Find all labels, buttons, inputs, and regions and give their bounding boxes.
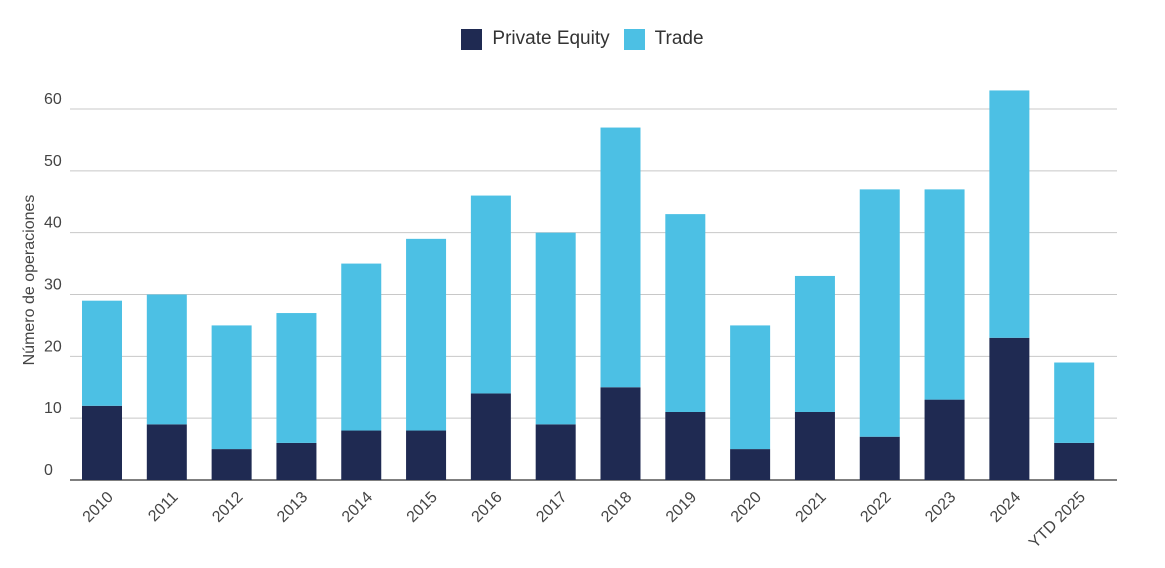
x-tick-label: 2015 bbox=[404, 489, 441, 526]
bar-private-equity bbox=[600, 387, 641, 480]
x-tick-label: 2016 bbox=[469, 489, 506, 526]
y-axis-label: Número de operaciones bbox=[21, 195, 38, 366]
x-tick-label: 2018 bbox=[598, 489, 635, 526]
bar-trade bbox=[82, 300, 122, 406]
bar-trade bbox=[276, 313, 317, 443]
x-tick-labels: 2010 2011 2012 2013 2014 2015 2016 2017 2018 2019… bbox=[80, 489, 1089, 552]
bar-trade bbox=[794, 275, 835, 412]
y-tick-labels: 0 10 20 30 40 50 60 bbox=[44, 91, 62, 479]
y-tick-label: 20 bbox=[44, 338, 62, 355]
bar-private-equity bbox=[665, 411, 706, 480]
bar-private-equity bbox=[341, 430, 382, 480]
bars bbox=[82, 90, 1095, 480]
bar-trade bbox=[211, 325, 252, 450]
bar-private-equity bbox=[470, 393, 511, 480]
legend: Private Equity Trade bbox=[0, 28, 1165, 50]
x-tick-label: 2023 bbox=[922, 489, 959, 526]
bar-trade bbox=[859, 189, 900, 437]
bar-private-equity bbox=[730, 449, 771, 480]
bar-trade bbox=[600, 127, 641, 388]
bar-trade bbox=[730, 325, 771, 450]
bar-trade bbox=[146, 294, 187, 425]
x-tick-label: 2013 bbox=[274, 489, 311, 526]
legend-swatch-private-equity bbox=[461, 28, 483, 50]
x-tick-label: 2020 bbox=[728, 489, 765, 526]
legend-item-trade: Trade bbox=[623, 28, 704, 50]
legend-label-trade: Trade bbox=[654, 28, 704, 49]
bar-trade bbox=[924, 189, 965, 400]
bar-private-equity bbox=[924, 399, 965, 480]
bar-private-equity bbox=[1054, 442, 1095, 480]
y-tick-label: 30 bbox=[44, 277, 62, 294]
x-tick-label: 2017 bbox=[533, 489, 570, 526]
legend-swatch-trade bbox=[623, 28, 645, 50]
x-tick-label: YTD 2025 bbox=[1026, 489, 1089, 552]
bar-private-equity bbox=[82, 405, 122, 480]
x-tick-label: 2022 bbox=[857, 489, 894, 526]
bar-trade bbox=[406, 238, 447, 431]
bar-private-equity bbox=[989, 337, 1030, 480]
x-tick-label: 2012 bbox=[209, 489, 246, 526]
x-tick-label: 2024 bbox=[987, 489, 1024, 526]
bar-trade bbox=[470, 195, 511, 394]
bar-private-equity bbox=[859, 436, 900, 480]
bar-private-equity bbox=[406, 430, 447, 480]
bar-trade bbox=[341, 263, 382, 431]
y-tick-label: 60 bbox=[44, 91, 62, 108]
x-tick-label: 2010 bbox=[80, 489, 117, 526]
y-tick-label: 40 bbox=[44, 215, 62, 232]
bar-private-equity bbox=[794, 411, 835, 480]
y-tick-label: 50 bbox=[44, 153, 62, 170]
bar-private-equity bbox=[276, 442, 317, 480]
y-tick-label: 10 bbox=[44, 400, 62, 417]
bar-trade bbox=[535, 232, 576, 425]
bar-private-equity bbox=[211, 449, 252, 480]
bar-private-equity bbox=[146, 424, 187, 480]
legend-label-private-equity: Private Equity bbox=[492, 28, 610, 49]
bar-trade bbox=[665, 214, 706, 412]
x-tick-label: 2019 bbox=[663, 489, 700, 526]
x-tick-label: 2014 bbox=[339, 489, 376, 526]
y-tick-label: 0 bbox=[44, 462, 53, 479]
x-tick-label: 2021 bbox=[793, 489, 830, 526]
legend-item-private-equity: Private Equity bbox=[461, 28, 610, 50]
x-tick-label: 2011 bbox=[145, 489, 181, 525]
bar-trade bbox=[1054, 362, 1095, 443]
bar-trade bbox=[989, 90, 1030, 338]
bar-private-equity bbox=[535, 424, 576, 480]
